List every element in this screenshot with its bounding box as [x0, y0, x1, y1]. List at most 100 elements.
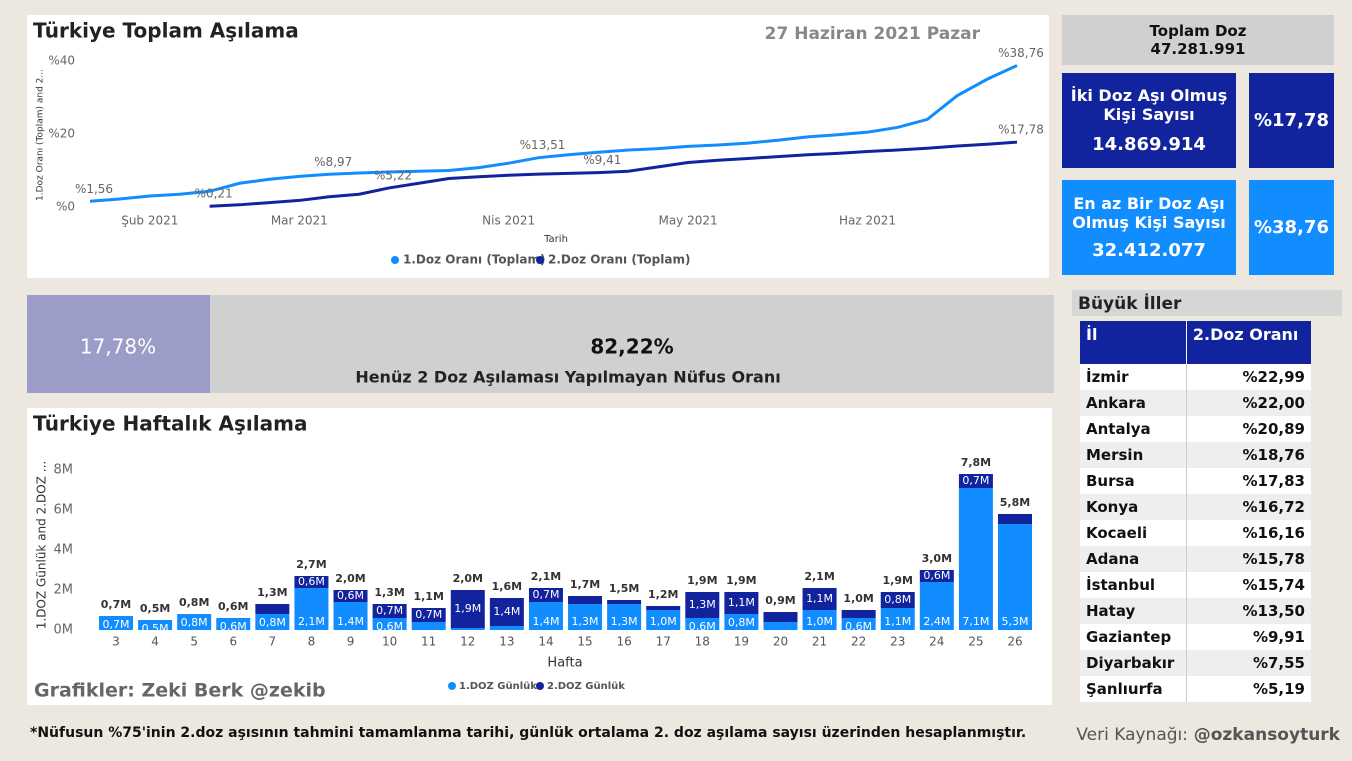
bar-segment [489, 626, 524, 630]
legend-marker [448, 682, 456, 690]
data-label: %38,76 [998, 46, 1044, 60]
segment-label: 0,8M [884, 593, 911, 606]
rate-cell: %20,89 [1185, 416, 1311, 442]
segment-label: 0,7M [103, 618, 130, 631]
y-tick-label: 2M [54, 583, 74, 598]
x-tick-label: 19 [734, 635, 749, 649]
segment-label: 0,6M [845, 620, 872, 633]
x-tick-label: 17 [656, 635, 671, 649]
rate-cell: %16,16 [1185, 520, 1311, 546]
progress-remaining [210, 295, 1054, 393]
credit: Grafikler: Zeki Berk @zekib [34, 680, 326, 702]
source-label: Veri Kaynağı: [1076, 725, 1188, 745]
x-tick-label: Şub 2021 [121, 214, 178, 228]
x-tick-label: 10 [382, 635, 397, 649]
rate-cell: %7,55 [1185, 650, 1311, 676]
segment-label: 1,3M [572, 615, 599, 628]
segment-label: 1,4M [337, 615, 364, 628]
city-cell: Hatay [1080, 598, 1187, 624]
progress-done-label: 17,78% [80, 335, 156, 359]
segment-label: 0,8M [181, 616, 208, 629]
total-label: 7,8M [961, 456, 991, 469]
x-tick-label: 22 [851, 635, 866, 649]
pct: %38,76 [1254, 217, 1329, 238]
bar-segment [607, 604, 642, 630]
segment-label: 1,3M [611, 615, 638, 628]
bar-segment [880, 592, 915, 608]
bar-segment [958, 474, 993, 488]
two-dose-pct: %17,78 [1249, 73, 1334, 168]
table-row: Diyarbakır %7,55 [1080, 650, 1311, 676]
column-header: 2.Doz Oranı [1185, 321, 1311, 364]
segment-label: 0,7M [415, 608, 442, 621]
segment-label: 0,6M [689, 620, 716, 633]
x-tick-label: 4 [151, 635, 159, 649]
total-label: 1,9M [687, 574, 717, 587]
legend-label: 2.Doz Oranı (Toplam) [548, 253, 690, 267]
total-label: 1,0M [843, 592, 873, 605]
total-label: 0,9M [765, 594, 795, 607]
bar-segment [411, 608, 446, 622]
line [89, 64, 1018, 203]
table-row: Konya %16,72 [1080, 494, 1311, 520]
y-tick-label: 0M [54, 623, 74, 638]
note: *Nüfusun %75'inin 2.doz aşısının tahmini… [30, 725, 1026, 741]
total-label: 0,5M [140, 602, 170, 615]
bar-segment [294, 588, 329, 630]
city-cell: Konya [1080, 494, 1187, 520]
source-handle: @ozkansoyturk [1194, 725, 1341, 745]
x-tick-label: May 2021 [658, 214, 717, 228]
bar-segment [724, 614, 759, 630]
date: 27 Haziran 2021 Pazar [765, 24, 981, 44]
y-tick-label: 6M [54, 503, 74, 518]
bar-segment [528, 602, 563, 630]
table-row: Antalya %20,89 [1080, 416, 1311, 442]
bar-panel [27, 408, 1052, 705]
table-body: İzmir %22,99 Ankara %22,00 Antalya %20,89 Mers… [1080, 364, 1311, 702]
data-label: %5,22 [374, 168, 412, 182]
table-row: Kocaeli %16,16 [1080, 520, 1311, 546]
segment-label: 0,7M [532, 588, 559, 601]
rate-cell: %15,78 [1185, 546, 1311, 572]
total-label: 1,3M [257, 586, 287, 599]
bar-segment [450, 628, 485, 630]
line-panel [27, 15, 1049, 278]
bar-segment [919, 570, 954, 582]
city-cell: Gaziantep [1080, 624, 1187, 650]
x-tick-label: Mar 2021 [271, 214, 328, 228]
total-label: Toplam Doz [1149, 22, 1247, 40]
rate-cell: %22,99 [1185, 364, 1311, 390]
segment-label: 0,6M [376, 620, 403, 633]
column-header: İl [1080, 321, 1187, 364]
x-tick-label: 24 [929, 635, 944, 649]
x-tick-label: 16 [616, 635, 631, 649]
total-label: 1,5M [609, 582, 639, 595]
bar-segment [568, 604, 603, 630]
segment-label: 5,3M [1002, 615, 1029, 628]
total-label: 0,7M [101, 598, 131, 611]
legend-marker [536, 256, 544, 264]
segment-label: 7,1M [962, 615, 989, 628]
x-tick-label: 26 [1007, 635, 1022, 649]
progress-remaining-label: Henüz 2 Doz Aşılaması Yapılmayan Nüfus O… [355, 368, 780, 387]
table-row: İstanbul %15,74 [1080, 572, 1311, 598]
bar-title: Türkiye Haftalık Aşılama [33, 412, 307, 436]
bar-segment [372, 604, 407, 618]
segment-label: 1,0M [650, 615, 677, 628]
x-tick-label: 20 [773, 635, 788, 649]
city-cell: Adana [1080, 546, 1187, 572]
x-tick-label: 5 [190, 635, 198, 649]
segment-label: 0,7M [962, 474, 989, 487]
x-tick-label: 7 [269, 635, 277, 649]
segment-label: 0,8M [259, 616, 286, 629]
total-label: 2,7M [296, 558, 326, 571]
x-axis-title: Hafta [547, 656, 582, 671]
line [209, 140, 1018, 208]
city-cell: Diyarbakır [1080, 650, 1187, 676]
city-cell: Ankara [1080, 390, 1187, 416]
one-dose-card: En az Bir Doz Aşı Olmuş Kişi Sayısı 32.4… [1062, 180, 1236, 275]
total-label: 1,1M [413, 590, 443, 603]
legend-label: 1.DOZ Günlük [459, 681, 537, 692]
segment-label: 1,4M [532, 615, 559, 628]
bar-segment [919, 582, 954, 630]
